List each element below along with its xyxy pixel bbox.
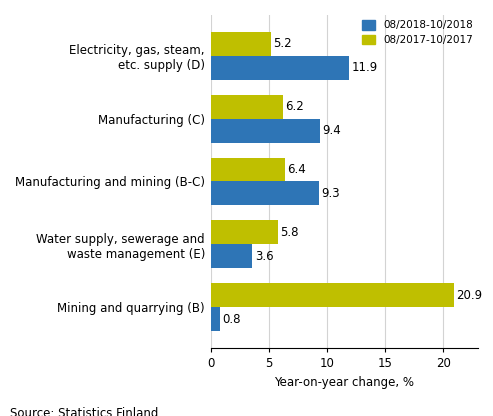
Text: 0.8: 0.8	[222, 312, 241, 326]
Text: Source: Statistics Finland: Source: Statistics Finland	[10, 407, 158, 416]
Bar	[211, 220, 278, 244]
Bar	[211, 244, 252, 268]
Text: 6.4: 6.4	[287, 163, 306, 176]
Bar	[211, 119, 320, 143]
Bar	[211, 95, 282, 119]
Text: 5.2: 5.2	[273, 37, 292, 50]
Bar	[211, 181, 318, 206]
Text: 9.4: 9.4	[322, 124, 341, 137]
Bar	[211, 158, 285, 181]
Legend: 08/2018-10/2018, 08/2017-10/2017: 08/2018-10/2018, 08/2017-10/2017	[362, 20, 473, 45]
Bar	[211, 307, 220, 331]
Bar	[211, 283, 454, 307]
Text: 9.3: 9.3	[321, 187, 340, 200]
Text: 20.9: 20.9	[456, 289, 482, 302]
Text: 5.8: 5.8	[281, 226, 299, 239]
Bar	[211, 32, 271, 56]
Text: 11.9: 11.9	[351, 61, 378, 74]
Bar	[211, 56, 349, 80]
Text: 6.2: 6.2	[285, 100, 304, 113]
Text: 3.6: 3.6	[255, 250, 273, 263]
X-axis label: Year-on-year change, %: Year-on-year change, %	[274, 376, 414, 389]
